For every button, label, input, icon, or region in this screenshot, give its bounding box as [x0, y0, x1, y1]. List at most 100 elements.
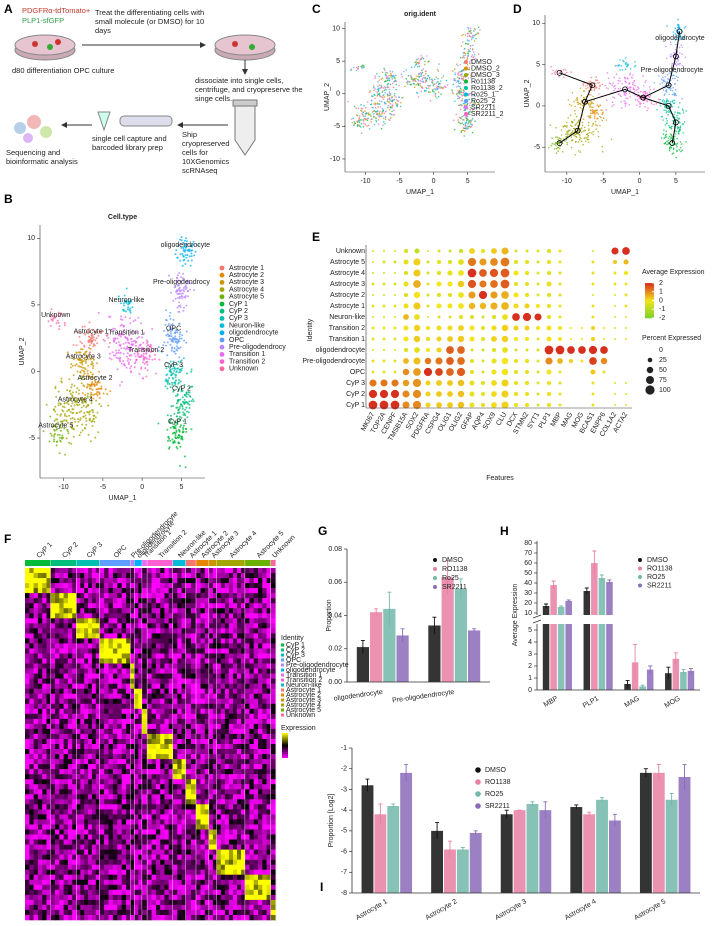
- heatmap-cell: [84, 840, 88, 845]
- umap-point: [653, 104, 655, 106]
- heatmap-cell: [42, 855, 47, 860]
- umap-point: [362, 112, 364, 114]
- umap-point: [463, 92, 465, 94]
- panel-label: F: [4, 532, 11, 546]
- umap-point: [578, 120, 580, 122]
- umap-point: [588, 141, 590, 143]
- umap-point: [374, 75, 376, 77]
- umap-point: [150, 344, 152, 346]
- umap-point: [185, 288, 187, 290]
- umap-point: [370, 121, 372, 123]
- heatmap-cell: [29, 835, 34, 840]
- heatmap-cell: [80, 814, 84, 819]
- umap-point: [453, 80, 455, 82]
- heatmap-cell: [122, 699, 127, 704]
- dot: [458, 259, 464, 265]
- x-axis-label: Features: [486, 475, 514, 482]
- dot: [391, 379, 398, 386]
- umap-point: [120, 315, 122, 317]
- legend-swatch: [464, 106, 468, 110]
- umap-point: [571, 105, 573, 107]
- cell-icon: [249, 44, 255, 50]
- heatmap-cell: [25, 618, 30, 623]
- umap-point: [471, 119, 473, 121]
- umap-point: [167, 341, 169, 343]
- umap-point: [97, 412, 99, 414]
- heatmap-cell: [77, 583, 81, 588]
- heatmap-cell: [55, 568, 60, 573]
- dot: [438, 250, 441, 253]
- umap-point: [107, 337, 109, 339]
- heatmap-cell: [25, 860, 30, 865]
- umap-point: [613, 90, 615, 92]
- umap-point: [391, 98, 393, 100]
- heatmap-cell: [64, 608, 69, 613]
- dot: [482, 316, 485, 319]
- umap-point: [459, 97, 461, 99]
- umap-point: [113, 341, 115, 343]
- umap-point: [188, 250, 190, 252]
- dot: [413, 269, 420, 276]
- umap-point: [182, 427, 184, 429]
- umap-point: [88, 340, 90, 342]
- dot: [490, 291, 497, 298]
- umap-point: [46, 404, 48, 406]
- umap-point: [662, 116, 664, 118]
- dot: [427, 261, 430, 264]
- umap-point: [629, 96, 631, 98]
- umap-point: [614, 88, 616, 90]
- umap-point: [460, 57, 462, 59]
- heatmap-cell: [88, 633, 92, 638]
- heatmap-cell: [84, 649, 88, 654]
- heatmap-cell: [77, 578, 81, 583]
- heatmap-cell: [29, 784, 34, 789]
- heatmap-cell: [29, 830, 34, 835]
- umap-point: [675, 133, 677, 135]
- umap-point: [58, 322, 60, 324]
- heatmap-cell: [104, 714, 109, 719]
- heatmap-cell: [80, 799, 84, 804]
- heatmap-cell: [29, 659, 34, 664]
- umap-point: [64, 454, 66, 456]
- umap-point: [548, 147, 550, 149]
- dot: [491, 248, 497, 254]
- umap-point: [135, 355, 137, 357]
- heatmap-cell: [92, 915, 96, 920]
- heatmap-cell: [92, 804, 96, 809]
- heatmap-cell: [29, 684, 34, 689]
- umap-point: [175, 374, 177, 376]
- legend-swatch: [464, 80, 468, 84]
- heatmap-cell: [109, 674, 114, 679]
- umap-point: [66, 410, 68, 412]
- umap-point: [406, 78, 408, 80]
- heatmap-cell: [55, 734, 60, 739]
- heatmap-cell: [59, 860, 64, 865]
- heatmap-cell: [64, 749, 69, 754]
- umap-point: [191, 369, 193, 371]
- dish: [215, 35, 275, 55]
- umap-point: [670, 133, 672, 135]
- dot: [391, 390, 399, 398]
- y-tick-label: -10: [330, 156, 340, 163]
- umap-point: [64, 415, 66, 417]
- dot: [502, 347, 508, 353]
- heatmap-cell: [38, 905, 43, 910]
- heatmap-cell: [51, 628, 56, 633]
- heatmap-cell: [68, 845, 73, 850]
- heatmap-cell: [25, 583, 30, 588]
- heatmap-cell: [55, 643, 60, 648]
- heatmap-cell: [104, 704, 109, 709]
- heatmap-cell: [88, 809, 92, 814]
- heatmap-cell: [29, 633, 34, 638]
- heatmap-cell: [34, 819, 39, 824]
- umap-point: [579, 135, 581, 137]
- heatmap-cell: [38, 744, 43, 749]
- heatmap-cell: [77, 724, 81, 729]
- heatmap-cell: [38, 679, 43, 684]
- umap-point: [421, 91, 423, 93]
- umap-point: [148, 358, 150, 360]
- heatmap-cell: [51, 568, 56, 573]
- heatmap-cell: [68, 593, 73, 598]
- heatmap-cell: [55, 850, 60, 855]
- umap-point: [68, 378, 70, 380]
